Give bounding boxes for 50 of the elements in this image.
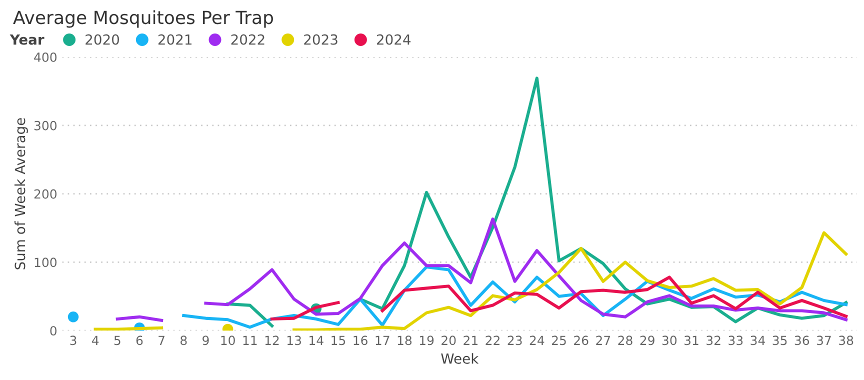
y-tick-label: 200 [34, 189, 57, 199]
x-tick-label: 19 [420, 336, 434, 346]
x-tick-label: 36 [794, 336, 810, 346]
x-tick-label: 21 [464, 336, 478, 345]
x-tick-label: 11 [243, 336, 257, 345]
x-tick-label: 12 [265, 336, 279, 345]
legend-label: 2022 [231, 34, 264, 45]
x-tick-label: 37 [816, 336, 831, 346]
x-tick-label: 34 [750, 336, 765, 346]
x-tick-label: 17 [376, 336, 390, 345]
y-tick-label: 0 [50, 326, 57, 336]
legend-label: 2020 [86, 34, 120, 45]
x-tick-label: 32 [706, 336, 720, 346]
legend-title: Year [10, 34, 44, 45]
x-tick-label: 4 [92, 336, 99, 345]
chart-title: Average Mosquitoes Per Trap [13, 10, 274, 28]
x-tick-label: 24 [530, 336, 544, 345]
x-tick-label: 8 [180, 336, 187, 346]
y-tick-label: 400 [34, 52, 57, 62]
x-tick-label: 30 [662, 336, 677, 346]
x-tick-label: 38 [839, 336, 854, 346]
legend-label: 2023 [304, 34, 338, 45]
x-tick-label: 31 [684, 336, 698, 346]
x-tick-label: 5 [114, 336, 120, 346]
y-tick-label: 300 [34, 120, 57, 130]
x-tick-label: 35 [772, 336, 787, 346]
x-tick-label: 14 [310, 336, 324, 345]
x-tick-label: 26 [574, 336, 588, 346]
x-tick-label: 7 [158, 336, 164, 345]
x-tick-label: 9 [202, 336, 209, 346]
x-tick-label: 22 [486, 336, 500, 345]
x-tick-label: 6 [136, 336, 143, 346]
x-axis-title: Week [441, 353, 479, 364]
legend-label: 2021 [158, 34, 192, 45]
legend-label: 2024 [376, 34, 411, 45]
x-tick-label: 33 [728, 336, 743, 346]
x-tick-label: 15 [332, 336, 346, 346]
x-tick-label: 18 [398, 336, 412, 346]
x-tick-label: 13 [287, 336, 301, 346]
x-tick-label: 27 [596, 336, 610, 345]
x-tick-label: 3 [70, 336, 76, 346]
x-tick-label: 29 [640, 336, 654, 346]
y-axis-title: Sum of Week Average [14, 118, 28, 270]
x-tick-label: 25 [552, 336, 566, 346]
x-tick-label: 23 [508, 336, 522, 346]
y-tick-label: 100 [34, 258, 57, 268]
x-tick-label: 10 [221, 336, 235, 346]
x-tick-label: 20 [442, 336, 456, 346]
x-tick-label: 16 [354, 336, 368, 346]
x-tick-label: 28 [618, 336, 632, 346]
